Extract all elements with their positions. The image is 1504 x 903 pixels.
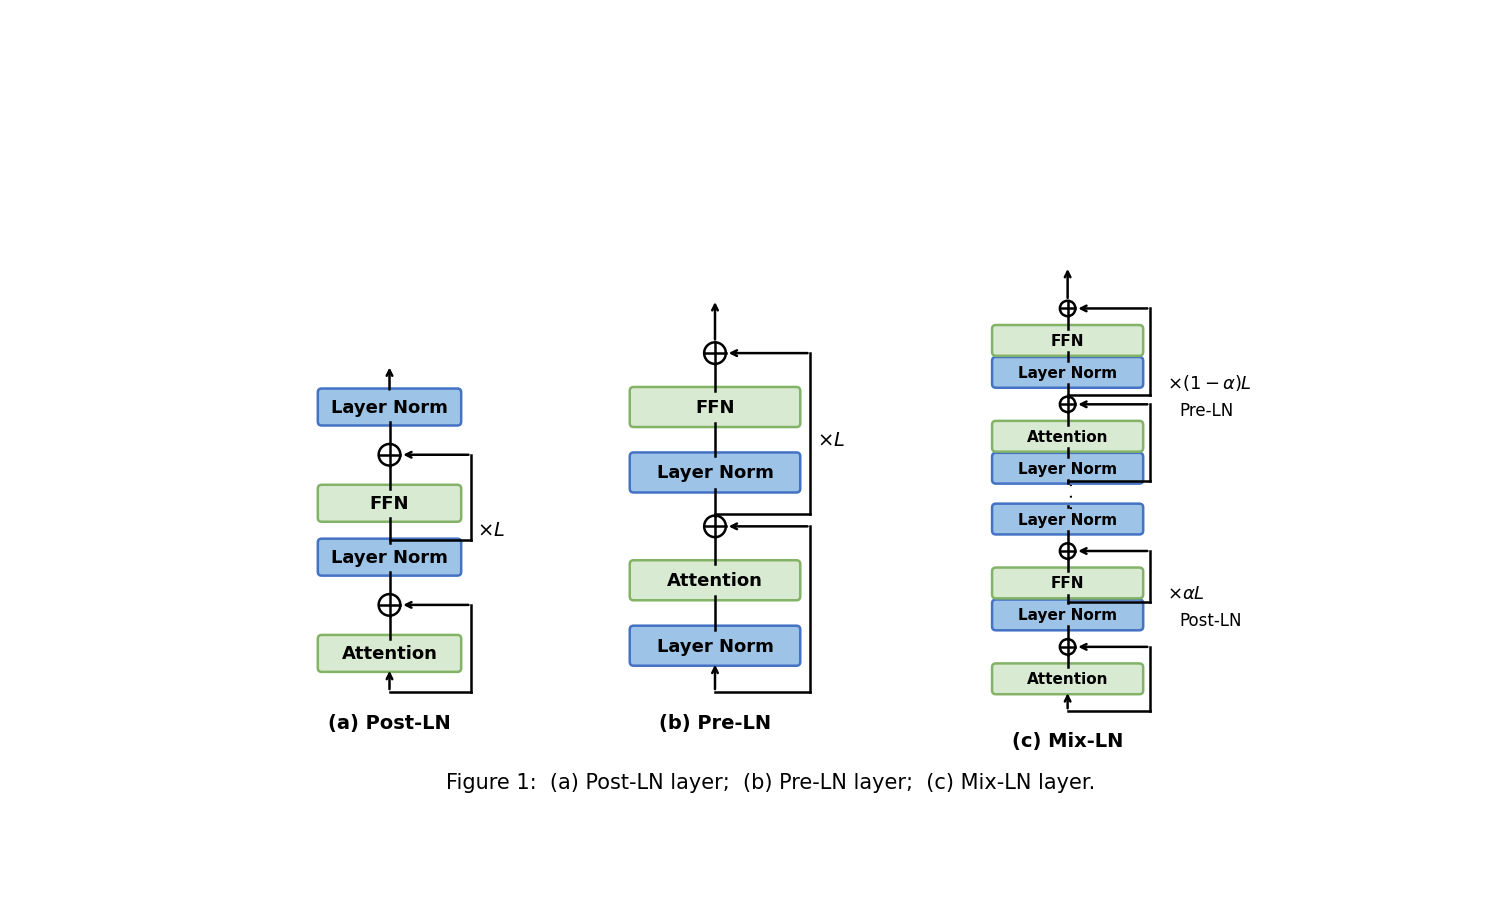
FancyBboxPatch shape [993, 422, 1143, 452]
Text: FFN: FFN [1051, 333, 1084, 349]
FancyBboxPatch shape [993, 568, 1143, 599]
FancyBboxPatch shape [993, 504, 1143, 535]
Text: Post-LN: Post-LN [1179, 612, 1242, 629]
Text: $\times(1-\alpha)L$: $\times(1-\alpha)L$ [1167, 373, 1251, 393]
Text: $\times L$: $\times L$ [817, 431, 845, 450]
Text: Attention: Attention [668, 572, 763, 590]
Text: . . .: . . . [1059, 480, 1077, 509]
Text: FFN: FFN [370, 495, 409, 513]
Text: Pre-LN: Pre-LN [1179, 402, 1233, 419]
Text: FFN: FFN [1051, 576, 1084, 591]
Text: (c) Mix-LN: (c) Mix-LN [1012, 731, 1123, 750]
Text: Attention: Attention [1027, 672, 1108, 686]
Text: Layer Norm: Layer Norm [331, 548, 448, 566]
Text: Layer Norm: Layer Norm [1018, 512, 1117, 527]
FancyBboxPatch shape [993, 600, 1143, 630]
FancyBboxPatch shape [317, 485, 462, 522]
FancyBboxPatch shape [317, 539, 462, 576]
FancyBboxPatch shape [317, 389, 462, 426]
Text: FFN: FFN [695, 398, 735, 416]
Text: Layer Norm: Layer Norm [657, 637, 773, 655]
Text: Layer Norm: Layer Norm [331, 398, 448, 416]
FancyBboxPatch shape [630, 561, 800, 600]
Text: $\times L$: $\times L$ [477, 521, 505, 540]
FancyBboxPatch shape [993, 358, 1143, 388]
Text: Layer Norm: Layer Norm [1018, 366, 1117, 380]
FancyBboxPatch shape [630, 453, 800, 493]
FancyBboxPatch shape [993, 326, 1143, 357]
Text: Figure 1:  (a) Post-LN layer;  (b) Pre-LN layer;  (c) Mix-LN layer.: Figure 1: (a) Post-LN layer; (b) Pre-LN … [447, 772, 1095, 792]
FancyBboxPatch shape [993, 453, 1143, 484]
Text: Attention: Attention [1027, 429, 1108, 444]
Text: Layer Norm: Layer Norm [657, 464, 773, 482]
FancyBboxPatch shape [630, 626, 800, 666]
Text: $\times\alpha L$: $\times\alpha L$ [1167, 584, 1205, 602]
Text: Layer Norm: Layer Norm [1018, 461, 1117, 476]
Text: (b) Pre-LN: (b) Pre-LN [659, 713, 772, 732]
FancyBboxPatch shape [630, 387, 800, 427]
FancyBboxPatch shape [317, 635, 462, 672]
FancyBboxPatch shape [993, 664, 1143, 694]
Text: (a) Post-LN: (a) Post-LN [328, 713, 451, 732]
Text: Layer Norm: Layer Norm [1018, 608, 1117, 623]
Text: Attention: Attention [341, 645, 438, 663]
